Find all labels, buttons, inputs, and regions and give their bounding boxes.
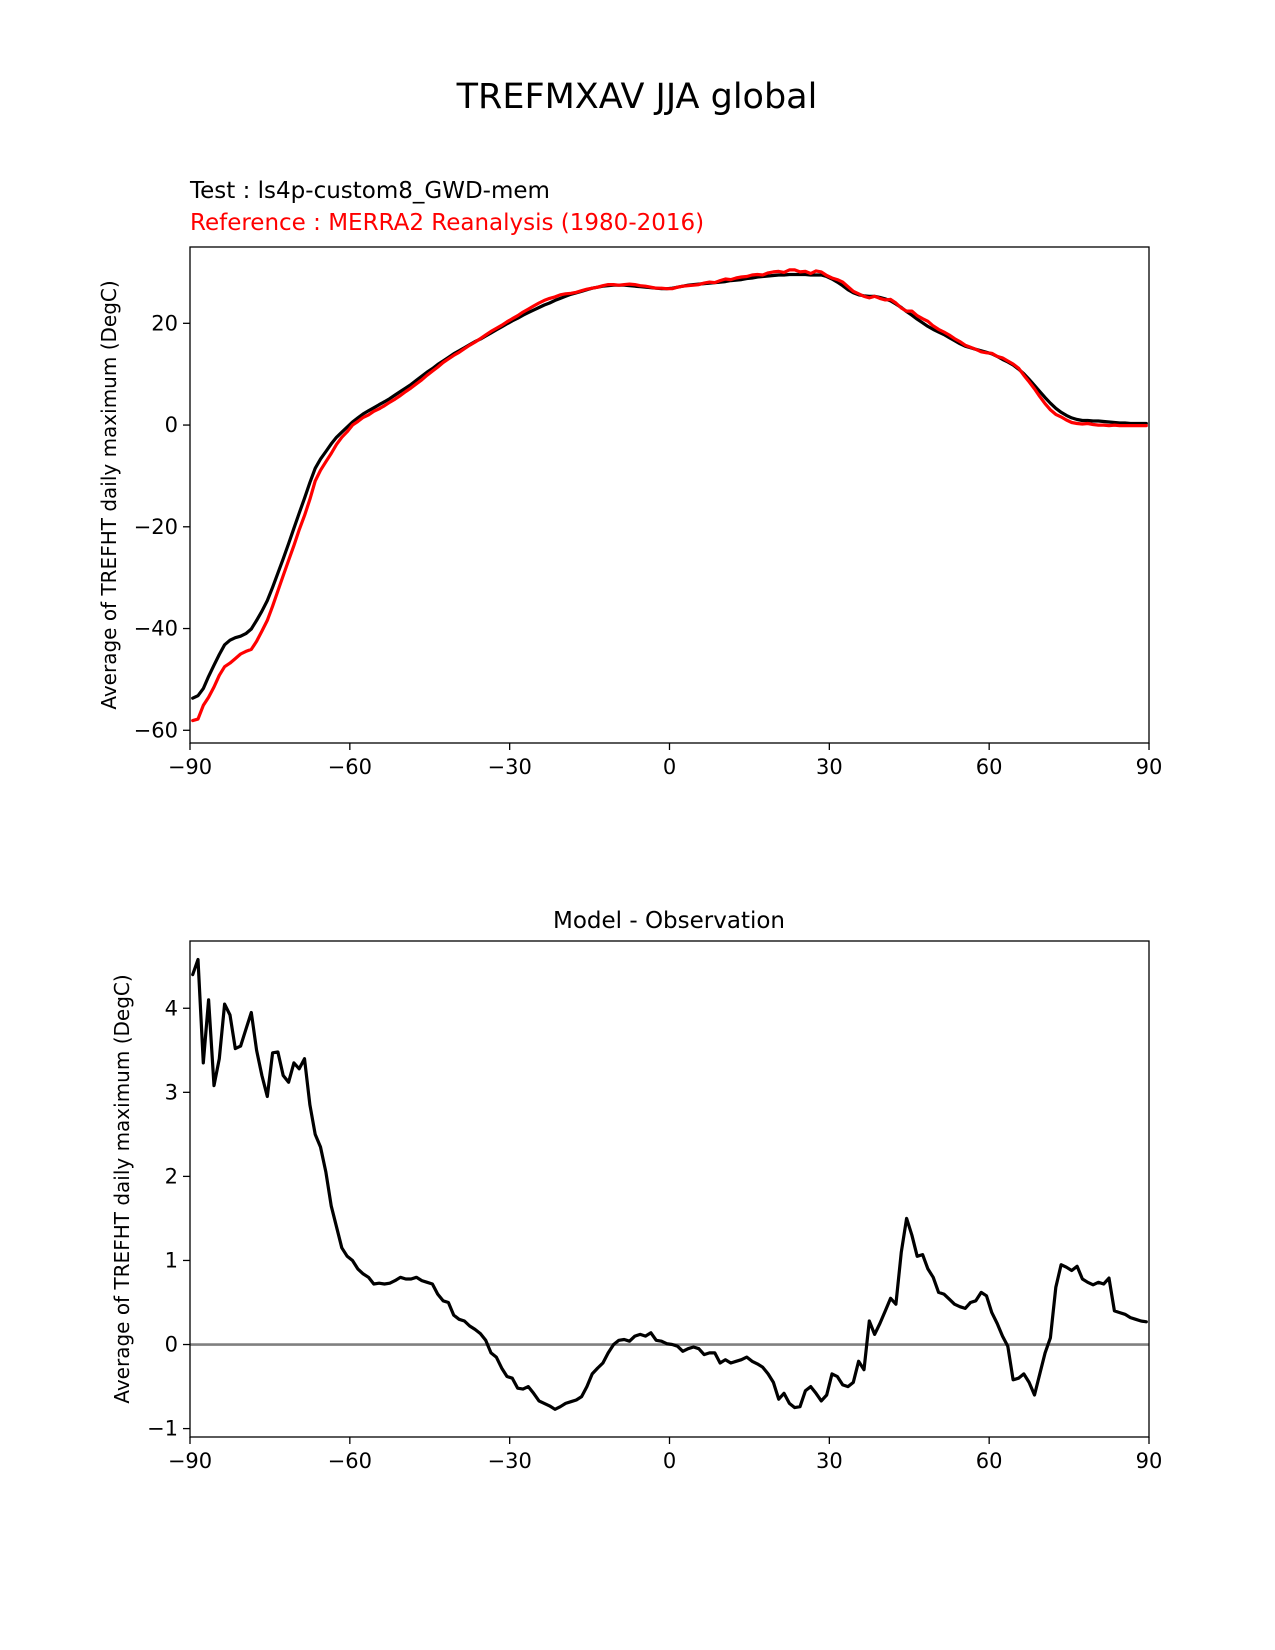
y-tick-label: 4 — [165, 996, 178, 1020]
x-tick-label: 30 — [816, 755, 843, 779]
reference-legend-label: Reference : MERRA2 Reanalysis (1980-2016… — [190, 210, 704, 236]
x-tick-label: 30 — [816, 1449, 843, 1473]
x-tick-label: 60 — [976, 755, 1003, 779]
x-tick-label: 60 — [976, 1449, 1003, 1473]
difference-y-axis-label: Average of TREFHT daily maximum (DegC) — [110, 974, 134, 1403]
y-tick-label: 3 — [165, 1080, 178, 1104]
x-tick-label: 0 — [663, 755, 676, 779]
climatology-lines — [191, 268, 1148, 723]
difference-title: Model - Observation — [553, 908, 785, 934]
difference-lines — [190, 957, 1149, 1411]
difference-panel: Model - Observation −90 −60 −30 0 30 60 90 −1 0… — [110, 908, 1162, 1473]
y-tick-label: 0 — [165, 413, 178, 437]
x-tick-label: −60 — [328, 1449, 372, 1473]
y-tick-label: −60 — [134, 718, 178, 742]
y-tick-label: 2 — [165, 1164, 178, 1188]
difference-y-axis: −1 0 1 2 3 4 — [147, 996, 190, 1441]
y-tick-label: 1 — [165, 1248, 178, 1272]
difference-x-axis: −90 −60 −30 0 30 60 90 — [168, 1437, 1163, 1473]
y-tick-label: 20 — [151, 311, 178, 335]
y-tick-label: 0 — [165, 1333, 178, 1357]
figure-title: TREFMXAV JJA global — [456, 77, 818, 117]
x-tick-label: −60 — [328, 755, 372, 779]
test-legend-label: Test : ls4p-custom8_GWD-mem — [189, 178, 550, 204]
climatology-y-axis-label: Average of TREFHT daily maximum (DegC) — [97, 280, 121, 709]
y-tick-label: −1 — [147, 1417, 178, 1441]
x-tick-label: 0 — [663, 1449, 676, 1473]
y-tick-label: −40 — [134, 617, 178, 641]
test-series-line — [191, 957, 1148, 1411]
x-tick-label: 90 — [1136, 755, 1163, 779]
climatology-x-axis: −90 −60 −30 0 30 60 90 — [168, 743, 1163, 779]
y-tick-label: −20 — [134, 515, 178, 539]
x-tick-label: 90 — [1136, 1449, 1163, 1473]
x-tick-label: −90 — [168, 755, 212, 779]
climatology-y-axis: −60 −40 −20 0 20 — [134, 311, 190, 742]
x-tick-label: −30 — [488, 1449, 532, 1473]
reference-series-line — [191, 268, 1148, 723]
x-tick-label: −90 — [168, 1449, 212, 1473]
climatology-panel: Test : ls4p-custom8_GWD-mem Reference : … — [97, 178, 1162, 779]
x-tick-label: −30 — [488, 755, 532, 779]
